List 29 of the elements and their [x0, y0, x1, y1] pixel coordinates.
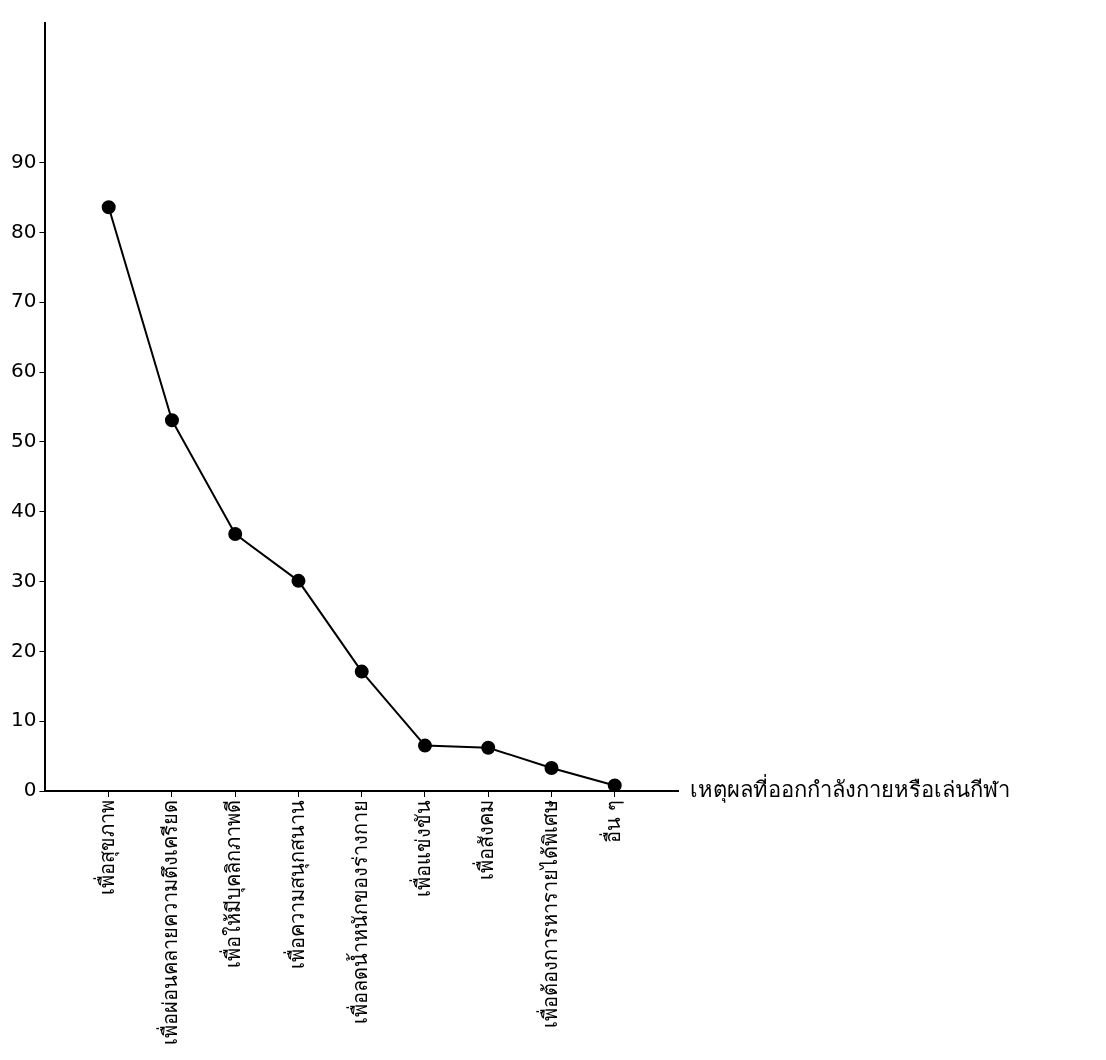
- x-tick-label: เพื่อสุขภาพ: [92, 800, 120, 895]
- point: [481, 740, 496, 755]
- y-tick-label: 90: [11, 148, 37, 173]
- point: [607, 778, 622, 791]
- y-tick-label: 10: [11, 707, 37, 732]
- point: [354, 664, 369, 679]
- y-tick-label: 40: [11, 497, 37, 522]
- x-tick-label: เพื่อแข่งขัน: [409, 800, 436, 897]
- x-tick-label: เพื่อผ่อนคลายความตึงเครียด: [156, 800, 183, 1045]
- point: [544, 760, 559, 775]
- x-tick-label: เพื่อลดน้ำหนักของร่างกาย: [345, 800, 372, 1024]
- y-tick-label: 80: [11, 218, 37, 243]
- point: [164, 413, 179, 428]
- x-tick-label: เพื่อความสนุกสนาน: [282, 800, 310, 969]
- point: [417, 738, 432, 753]
- point: [101, 200, 116, 215]
- y-tick-label: 30: [11, 567, 37, 592]
- y-tick-label: 50: [11, 428, 37, 453]
- x-axis-title: เหตุผลที่ออกกำลังกายหรือเล่นกีฬา: [690, 773, 1010, 803]
- y-tick-label: 60: [11, 358, 37, 383]
- y-tick-label: 0: [23, 777, 37, 802]
- x-tick-label: อื่น ๆ: [598, 800, 625, 844]
- point: [291, 573, 306, 588]
- y-tick-label: 70: [11, 288, 37, 313]
- x-tick-label: เพื่อให้มีบุคลิกภาพดี: [219, 800, 247, 968]
- y-tick-label: 20: [11, 637, 37, 662]
- x-tick-label: เพื่อต้องการหารายได้พิเศษ: [535, 800, 562, 1028]
- point: [228, 527, 243, 542]
- x-tick-label: เพื่อสังคม: [472, 800, 499, 880]
